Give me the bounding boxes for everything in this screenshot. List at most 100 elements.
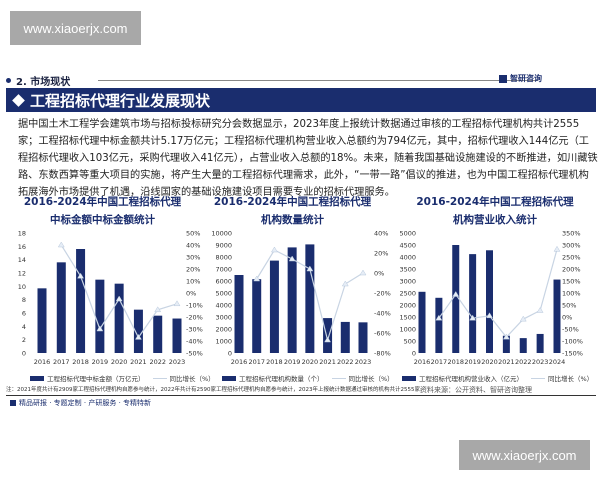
legend-bar-label: 工程招标代理机构数量（个） <box>239 375 324 383</box>
brand-logo: 智研咨询 <box>499 73 542 84</box>
chart2-title-line1: 2016-2024年中国工程招标代理 <box>213 196 372 208</box>
chart1-title: 2016-2024年中国工程招标代理 中标金额中标金额统计 <box>5 193 200 229</box>
x-axis-tick: 2023 <box>169 358 186 366</box>
right-axis-tick: -40% <box>374 310 391 318</box>
left-axis-tick: 8 <box>22 296 26 304</box>
chart2-legend: 工程招标代理机构数量（个） 同比增长（%） <box>222 373 394 383</box>
x-axis-tick: 2023 <box>355 358 372 366</box>
footer: 精品研报 · 专题定制 · 产研服务 · 专精特新 <box>10 398 151 408</box>
line-point <box>553 245 561 252</box>
source-text: 资料来源：公开资料、智研咨询整理 <box>420 386 532 394</box>
left-axis-tick: 18 <box>18 230 26 238</box>
x-axis-tick: 2019 <box>464 358 481 366</box>
x-axis-tick: 2016 <box>34 358 51 366</box>
x-axis-tick: 2017 <box>53 358 70 366</box>
watermark-top: www.xiaoerjx.com <box>10 11 141 45</box>
legend-bar-swatch <box>402 375 416 381</box>
divider <box>98 80 538 81</box>
legend-line-label: 同比增长（%） <box>548 375 594 383</box>
x-axis-tick: 2024 <box>549 358 566 366</box>
section-heading: 2. 市场现状 <box>6 73 70 88</box>
legend-line-swatch <box>531 377 545 379</box>
bar <box>435 297 443 353</box>
right-axis-tick: 350% <box>562 230 581 238</box>
line-point <box>359 269 367 276</box>
left-axis-tick: 5000 <box>215 290 232 298</box>
left-axis-tick: 10 <box>18 283 26 291</box>
bar <box>153 315 163 353</box>
bar <box>56 262 66 353</box>
right-axis-tick: 250% <box>562 254 581 262</box>
bar <box>323 318 333 353</box>
right-axis-tick: 300% <box>562 242 581 250</box>
logo-icon <box>499 74 507 83</box>
line-point <box>57 241 65 248</box>
right-axis-tick: 30% <box>186 254 200 262</box>
left-axis-tick: 12 <box>18 270 26 278</box>
left-axis-tick: 0 <box>22 350 26 358</box>
line-point <box>519 315 527 322</box>
legend-bar-label: 工程招标代理中标金额（万亿元） <box>47 375 145 383</box>
bullet-icon <box>6 78 11 83</box>
bar <box>133 309 143 353</box>
legend-line-swatch <box>331 377 346 379</box>
line-point <box>536 307 544 313</box>
right-axis-tick: 200% <box>562 266 581 274</box>
left-axis-tick: 0 <box>228 350 232 358</box>
right-axis-tick: -100% <box>562 338 583 346</box>
left-axis-tick: 6000 <box>215 278 232 286</box>
line-point <box>435 314 443 321</box>
bar <box>114 283 124 353</box>
bar <box>252 279 262 353</box>
left-axis-tick: 9000 <box>215 242 232 250</box>
x-axis-tick: 2020 <box>302 358 319 366</box>
line-point <box>288 255 296 262</box>
line-point <box>452 290 460 297</box>
chart1-legend: 工程招标代理中标金额（万亿元） 同比增长（%） <box>30 373 215 383</box>
left-axis-tick: 3000 <box>399 278 416 286</box>
left-axis-tick: 14 <box>18 256 26 264</box>
legend-bar-label: 工程招标代理机构营业收入（亿元） <box>419 375 523 383</box>
chart2-title-line2: 机构数量统计 <box>261 214 324 226</box>
x-axis-tick: 2021 <box>319 358 336 366</box>
right-axis-tick: 150% <box>562 278 581 286</box>
x-axis-tick: 2018 <box>447 358 464 366</box>
chart-note: 注：2021年度共计有2909家工程招标代理机构自愿参与统计，2022年共计有2… <box>6 387 426 393</box>
chart1-title-line2: 中标金额中标金额统计 <box>50 214 155 226</box>
left-axis-tick: 5000 <box>399 230 416 238</box>
bar <box>95 279 105 353</box>
line-point <box>306 265 314 272</box>
left-axis-tick: 2000 <box>215 326 232 334</box>
bar <box>172 318 182 353</box>
left-axis-tick: 16 <box>18 243 26 251</box>
x-axis-tick: 2016 <box>414 358 431 366</box>
right-axis-tick: 100% <box>562 290 581 298</box>
right-axis-tick: -60% <box>374 330 391 338</box>
left-axis-tick: 2000 <box>399 302 416 310</box>
x-axis-tick: 2020 <box>481 358 498 366</box>
logo-text: 智研咨询 <box>510 74 542 83</box>
right-axis-tick: 50% <box>186 230 200 238</box>
chart3-legend: 工程招标代理机构营业收入（亿元） 同比增长（%） <box>402 373 593 383</box>
x-axis-tick: 2018 <box>266 358 283 366</box>
left-axis-tick: 6 <box>22 310 26 318</box>
x-axis-tick: 2018 <box>72 358 89 366</box>
legend-bar-swatch <box>30 375 44 381</box>
right-axis-tick: -80% <box>374 350 391 358</box>
body-paragraph: 据中国土木工程学会建筑市场与招标投标研究分会数据显示，2023年度上报统计数据通… <box>18 119 598 198</box>
left-axis-tick: 500 <box>404 338 416 346</box>
line-point <box>134 333 142 340</box>
bar <box>469 254 477 353</box>
legend-line-label: 同比增长（%） <box>348 375 394 383</box>
x-axis-tick: 2022 <box>515 358 532 366</box>
bar <box>340 321 350 353</box>
chart3-title-line2: 机构营业收入统计 <box>453 214 537 226</box>
bar <box>553 279 561 353</box>
left-axis-tick: 3000 <box>215 314 232 322</box>
line-point <box>96 325 104 332</box>
left-axis-tick: 1000 <box>215 338 232 346</box>
section-label: 2. 市场现状 <box>16 77 71 88</box>
bar <box>418 291 426 353</box>
right-axis-tick: -20% <box>374 290 391 298</box>
